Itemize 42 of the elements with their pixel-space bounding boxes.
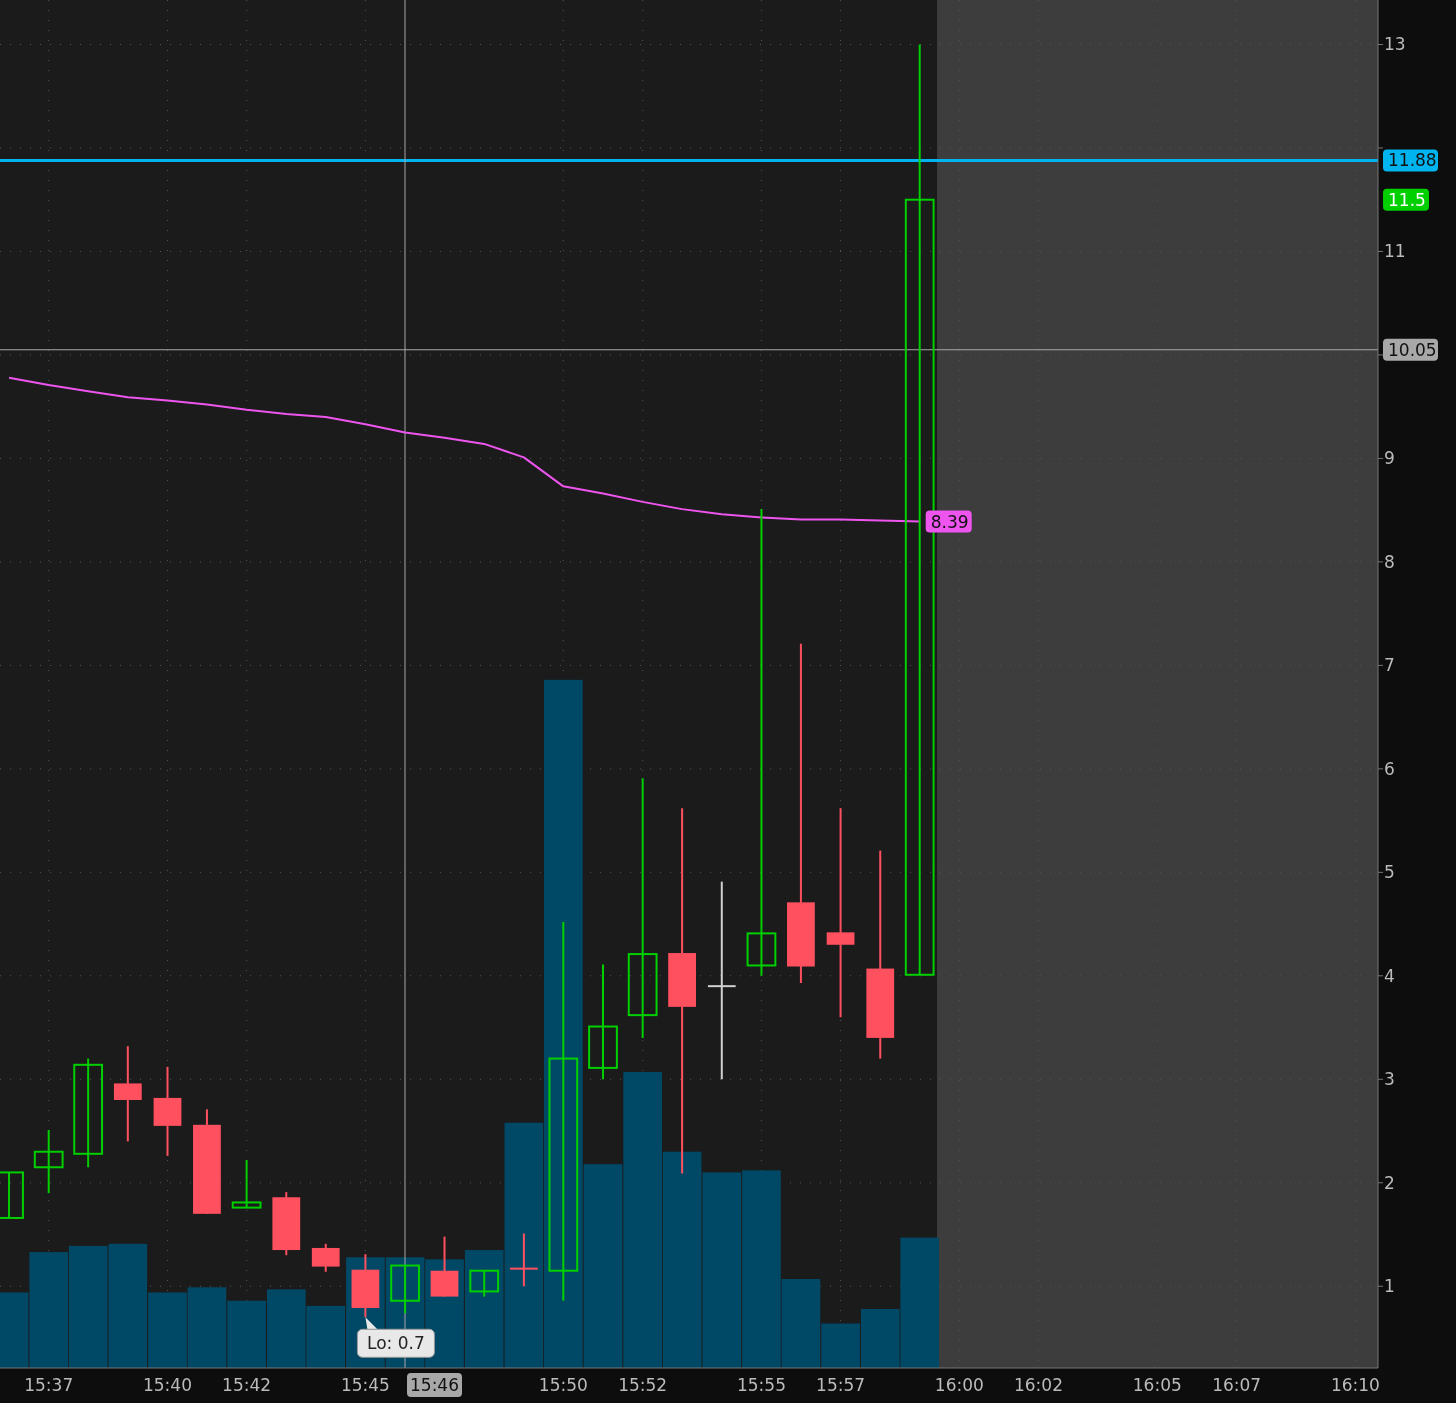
x-tick-label: 15:40 <box>143 1375 192 1395</box>
x-tick-label: 15:50 <box>538 1375 588 1395</box>
x-tick-label: 15:55 <box>736 1375 786 1395</box>
candlestick <box>73 1057 104 1169</box>
candlestick <box>508 1232 539 1288</box>
candlestick <box>706 880 737 1081</box>
ref-line-label: 10.05 <box>1388 339 1437 360</box>
data-label: 8.39 <box>930 511 969 532</box>
candlestick <box>33 1129 64 1195</box>
x-tick-label: 15:42 <box>222 1375 272 1395</box>
y-tick-label: 8 <box>1384 551 1395 572</box>
x-tick-label: 15:45 <box>340 1375 390 1395</box>
text: 11.5 <box>1388 189 1426 210</box>
ref-line-label: 11.88 <box>1388 150 1437 171</box>
x-tick-label: 15:37 <box>24 1375 74 1395</box>
x-tick-label: 16:02 <box>1013 1375 1063 1395</box>
y-tick-label: 1 <box>1384 1276 1395 1297</box>
candlestick <box>627 777 658 1039</box>
candlestick <box>588 963 618 1081</box>
x-tick-label: 16:07 <box>1212 1375 1262 1395</box>
y-tick-label: 11 <box>1384 241 1406 262</box>
candlestick <box>231 1159 262 1209</box>
y-tick-label: 9 <box>1384 448 1395 469</box>
candlestick <box>826 807 855 1019</box>
x-tick-label: 16:10 <box>1330 1375 1380 1395</box>
y-tick-label: 2 <box>1384 1172 1395 1193</box>
line-series <box>8 376 921 523</box>
y-tick-label: 3 <box>1384 1069 1395 1090</box>
text: 15:46 <box>410 1375 460 1395</box>
y-tick-label: 4 <box>1384 965 1395 986</box>
x-tick-label: 16:05 <box>1132 1375 1182 1395</box>
y-tick-label: 5 <box>1384 862 1395 883</box>
x-tick-label: 15:57 <box>816 1375 866 1395</box>
x-tick-label: 16:00 <box>934 1375 984 1395</box>
x-tick-label: 15:52 <box>618 1375 668 1395</box>
annotation: Lo: 0.7 <box>367 1333 425 1354</box>
candlestick <box>390 1264 420 1315</box>
candlestick <box>548 921 579 1302</box>
candlestick <box>469 1269 500 1298</box>
y-tick-label: 13 <box>1384 34 1406 55</box>
y-tick-label: 7 <box>1384 655 1395 676</box>
y-tick-label: 6 <box>1384 758 1395 779</box>
